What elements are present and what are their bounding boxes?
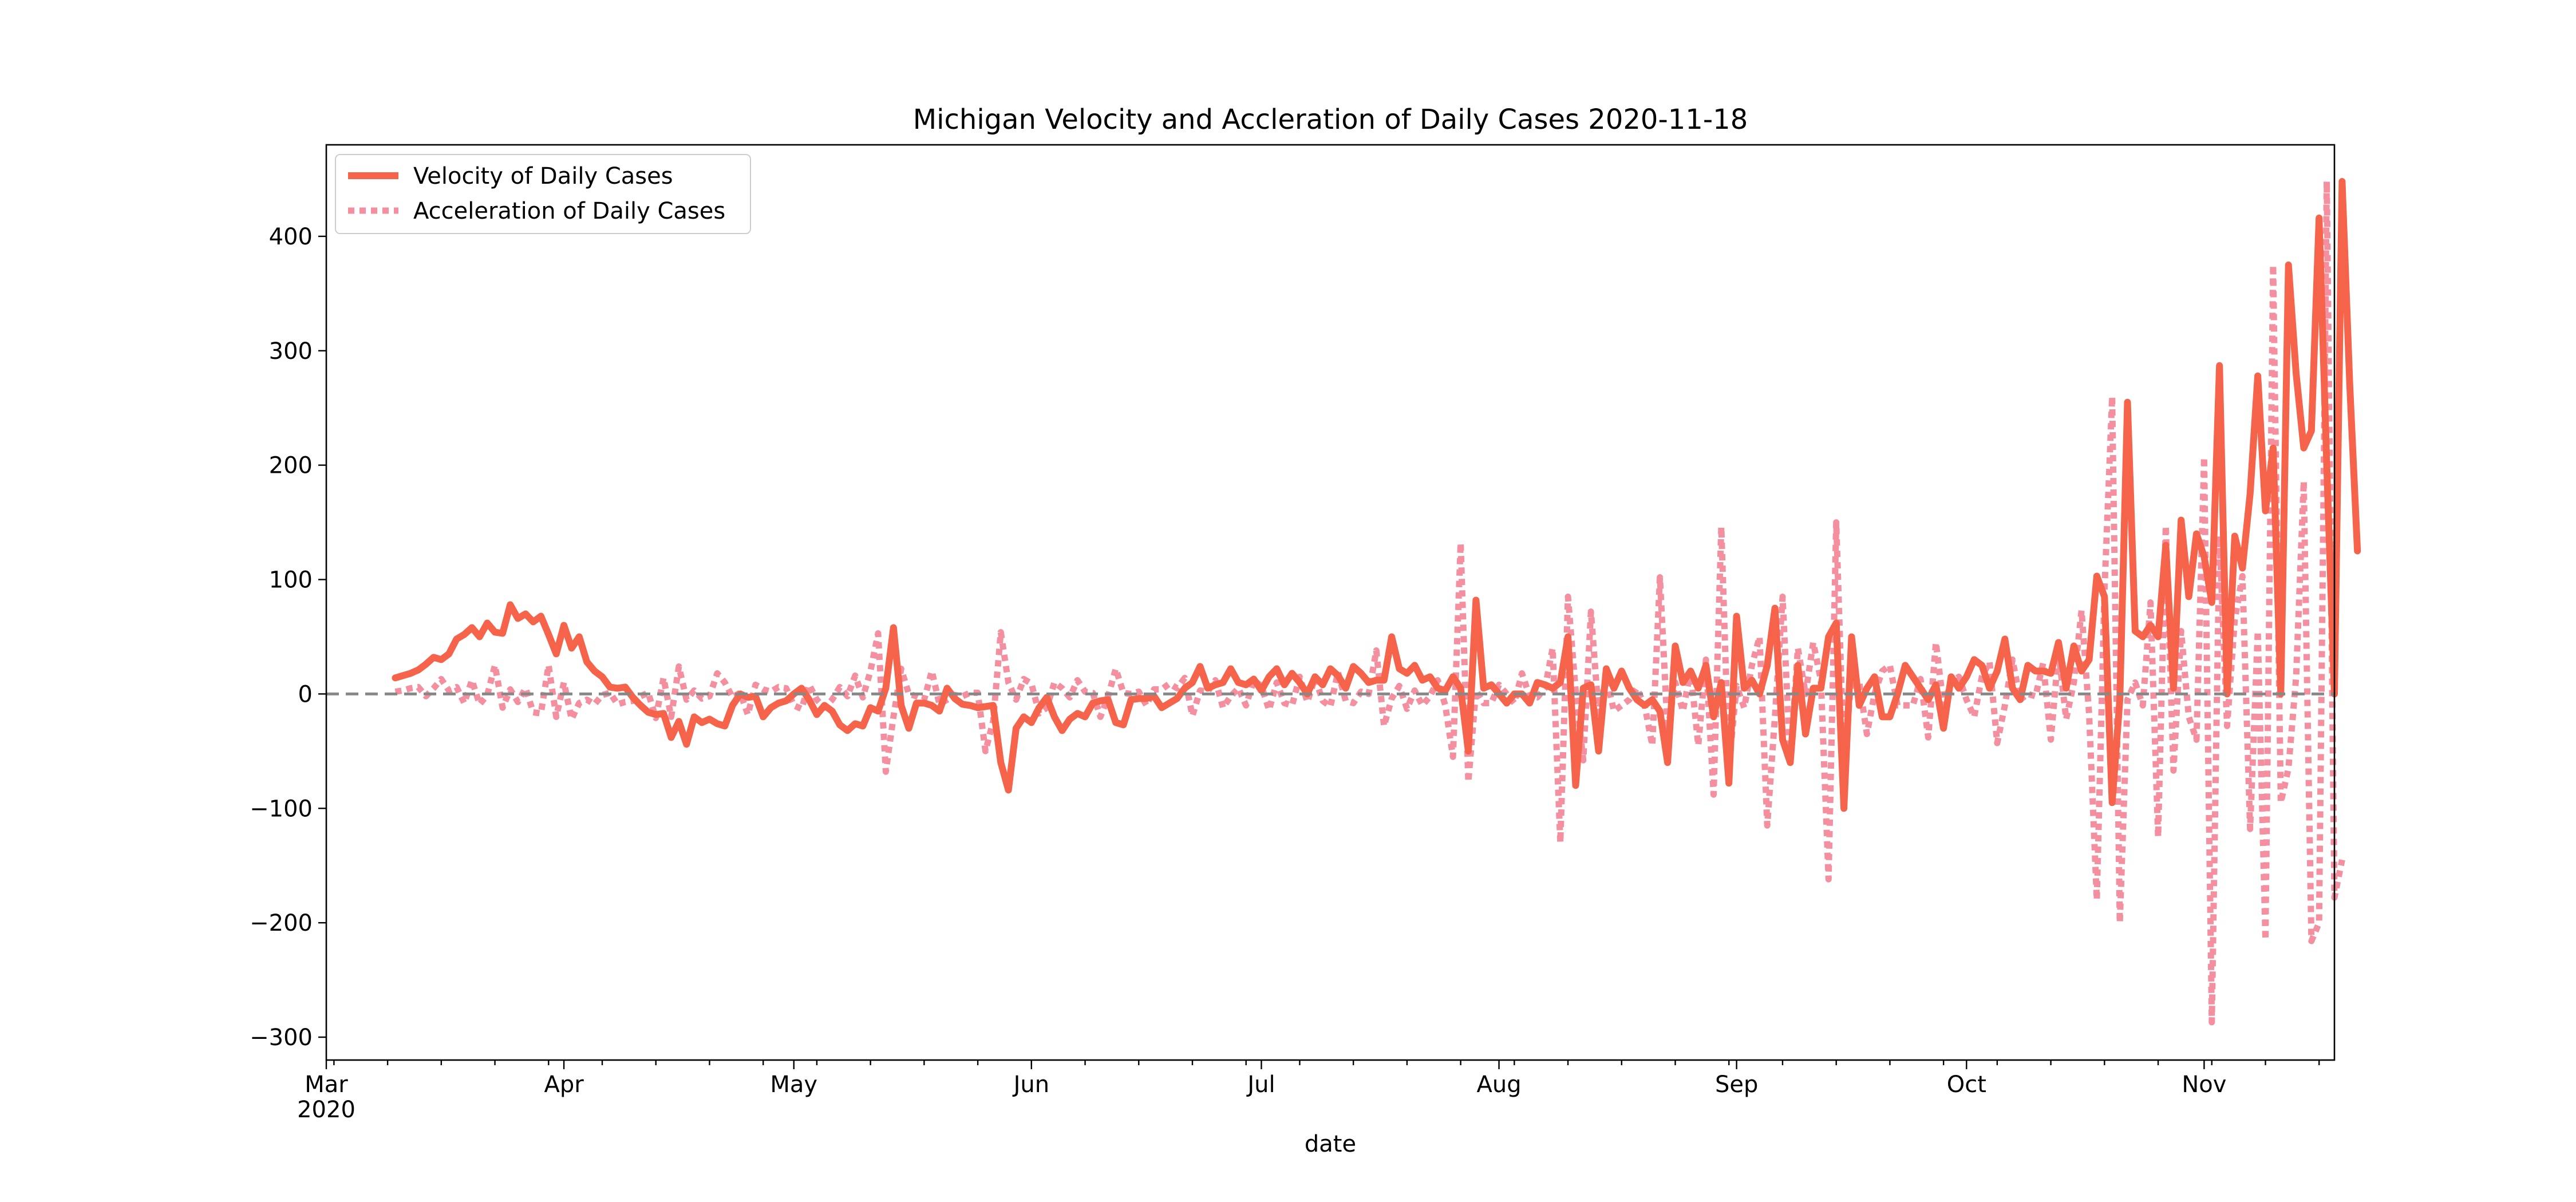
x-tick-sublabel: 2020	[297, 1097, 355, 1123]
series-line-velocity	[392, 178, 2361, 812]
y-tick-label: 400	[269, 224, 313, 250]
x-tick-label: May	[770, 1071, 817, 1098]
series-layer	[392, 178, 2361, 1026]
x-tick-label: Jul	[1246, 1071, 1275, 1098]
y-tick-label: −100	[250, 796, 313, 822]
y-tick-label: −300	[250, 1025, 313, 1051]
y-tick-label: 200	[269, 453, 313, 479]
y-tick-label: 100	[269, 567, 313, 594]
legend-label-acceleration: Acceleration of Daily Cases	[413, 198, 725, 224]
x-axis-label: date	[1305, 1131, 1356, 1157]
legend: Velocity of Daily Cases Acceleration of …	[335, 154, 751, 234]
y-tick-label: 0	[298, 681, 313, 707]
x-tick-label: Apr	[544, 1071, 584, 1098]
legend-label-velocity: Velocity of Daily Cases	[413, 163, 673, 189]
x-tick-label: Aug	[1477, 1071, 1522, 1098]
y-tick-label: −200	[250, 910, 313, 936]
x-tick-label: Nov	[2182, 1071, 2226, 1098]
y-axis: −300 −200 −100 0 100 200 300 400	[250, 224, 326, 1051]
x-tick-label: Jun	[1012, 1071, 1050, 1098]
y-tick-label: 300	[269, 338, 313, 365]
series-line-acceleration	[394, 178, 2345, 1026]
chart-title: Michigan Velocity and Accleration of Dai…	[913, 104, 1748, 136]
x-tick-label: Oct	[1947, 1071, 1986, 1098]
x-tick-label: Mar	[305, 1071, 348, 1098]
legend-frame	[335, 154, 751, 234]
plot-area	[325, 144, 2336, 1061]
x-tick-label: Sep	[1715, 1071, 1758, 1098]
